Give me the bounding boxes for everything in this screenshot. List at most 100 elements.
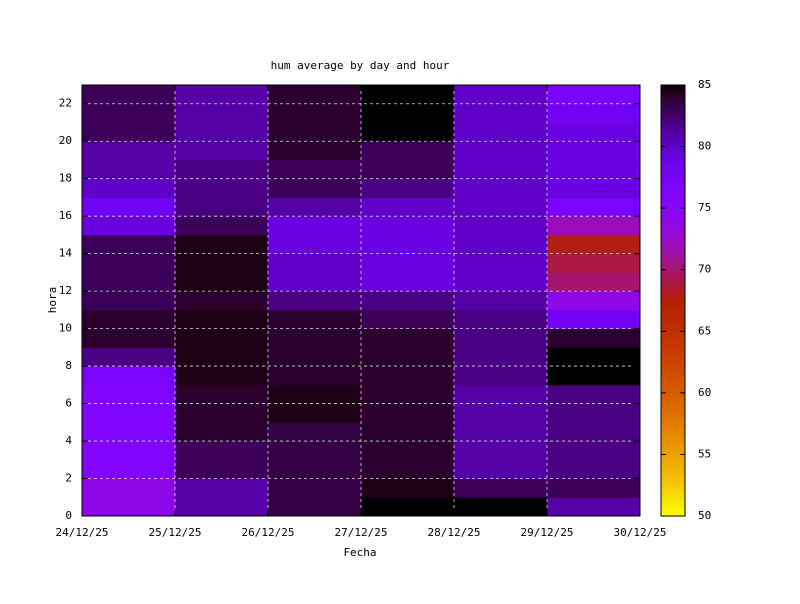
heat-cell — [268, 441, 362, 461]
x-axis-label: Fecha — [343, 546, 376, 559]
colorbar-step — [661, 479, 685, 483]
heat-cell — [82, 422, 176, 442]
colorbar-step — [661, 497, 685, 502]
colorbar-step — [661, 297, 685, 302]
heat-cell — [547, 85, 641, 105]
heat-cell — [175, 103, 269, 123]
colorbar-step — [661, 346, 685, 351]
colorbar-step — [661, 374, 685, 379]
heat-cell — [82, 478, 176, 498]
heat-cell — [175, 497, 269, 517]
colorbar-tick-label: 60 — [698, 386, 711, 399]
colorbar-step — [661, 383, 685, 388]
colorbar-step — [661, 195, 685, 200]
heat-cell — [454, 103, 548, 123]
colorbar-step — [661, 251, 685, 255]
colorbar-step — [661, 451, 685, 456]
x-tick-label: 27/12/25 — [335, 526, 388, 539]
colorbar-step — [661, 491, 685, 496]
heat-cell — [547, 197, 641, 217]
colorbar-step — [661, 263, 685, 268]
colorbar-step — [661, 211, 685, 215]
heat-cell — [175, 234, 269, 255]
heat-cell — [268, 197, 362, 217]
heat-cell — [175, 328, 269, 348]
heat-cell — [547, 478, 641, 498]
heat-cell — [175, 384, 269, 405]
heat-cell — [361, 422, 455, 442]
heat-cell — [268, 253, 362, 273]
heat-cell — [454, 197, 548, 217]
colorbar-step — [661, 500, 685, 505]
colorbar-step — [661, 174, 685, 178]
heat-cell — [82, 347, 176, 367]
colorbar-step — [661, 318, 685, 323]
heat-cell — [268, 216, 362, 236]
heat-cell — [361, 122, 455, 142]
heat-cell — [454, 347, 548, 367]
colorbar-step — [661, 472, 685, 477]
heat-cell — [547, 122, 641, 142]
colorbar-step — [661, 442, 685, 446]
heat-cell — [175, 403, 269, 423]
colorbar-step — [661, 134, 685, 138]
colorbar-step — [661, 100, 685, 105]
heat-cell — [454, 309, 548, 330]
colorbar-step — [661, 352, 685, 357]
colorbar-step — [661, 220, 685, 225]
colorbar-step — [661, 466, 685, 471]
colorbar-step — [661, 140, 685, 145]
heat-cell — [361, 216, 455, 236]
heat-cell — [82, 403, 176, 423]
heat-cell — [268, 122, 362, 142]
colorbar-step — [661, 414, 685, 419]
colorbar-tick-label: 50 — [698, 509, 711, 522]
heat-cell — [361, 328, 455, 348]
colorbar-step — [661, 137, 685, 142]
heat-cell — [82, 216, 176, 236]
colorbar-step — [661, 377, 685, 382]
colorbar-step — [661, 146, 685, 151]
colorbar-step — [661, 158, 685, 163]
heat-cell — [82, 178, 176, 198]
colorbar-step — [661, 257, 685, 262]
heat-cell — [175, 216, 269, 236]
heat-cell — [454, 178, 548, 198]
colorbar-step — [661, 94, 685, 98]
y-tick-label: 10 — [59, 322, 72, 335]
heat-cell — [175, 478, 269, 498]
colorbar-tick-label: 85 — [698, 78, 711, 91]
colorbar-step — [661, 285, 685, 289]
heat-cell — [361, 347, 455, 367]
colorbar-step — [661, 337, 685, 342]
colorbar-step — [661, 248, 685, 252]
heat-cell — [268, 85, 362, 105]
heat-cell — [454, 403, 548, 423]
colorbar-tick-label: 65 — [698, 324, 711, 337]
heat-cell — [454, 384, 548, 405]
heat-cell — [82, 309, 176, 330]
heat-cell — [82, 141, 176, 161]
heat-cell — [268, 347, 362, 367]
colorbar-step — [661, 282, 685, 286]
heat-cell — [82, 103, 176, 123]
colorbar-step — [661, 266, 685, 271]
y-tick-label: 14 — [59, 247, 73, 260]
heat-cell — [361, 459, 455, 480]
heat-cell — [361, 178, 455, 198]
heat-cell — [547, 441, 641, 461]
colorbar-step — [661, 488, 685, 492]
y-tick-label: 0 — [65, 509, 72, 522]
heat-cell — [361, 497, 455, 517]
colorbar-step — [661, 325, 685, 329]
colorbar-step — [661, 118, 685, 123]
colorbar-step — [661, 275, 685, 280]
chart-title: hum average by day and hour — [271, 59, 450, 72]
colorbar-step — [661, 109, 685, 114]
heat-cell — [268, 497, 362, 517]
heat-cell — [82, 272, 176, 292]
colorbar-step — [661, 358, 685, 363]
heat-cell — [547, 366, 641, 386]
colorbar-step — [661, 371, 685, 375]
